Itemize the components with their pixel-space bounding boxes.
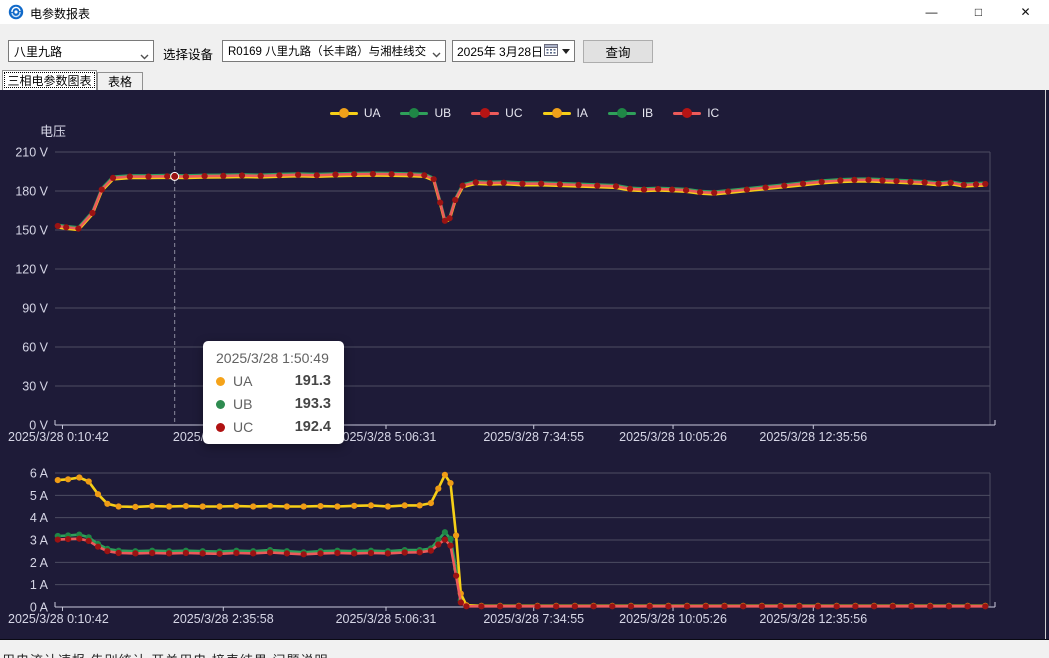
svg-text:2025/3/28 12:35:56: 2025/3/28 12:35:56 (759, 430, 867, 444)
series-dot-icon (216, 376, 225, 386)
svg-text:120 V: 120 V (15, 263, 48, 277)
svg-text:2025/3/28 2:35:58: 2025/3/28 2:35:58 (173, 612, 274, 626)
legend-item-ua[interactable]: UA (329, 106, 381, 120)
legend-marker-icon (607, 106, 636, 120)
legend-marker-icon (471, 106, 500, 120)
svg-text:180 V: 180 V (15, 185, 48, 199)
tooltip-row-uc: UC 192.4 (216, 419, 331, 435)
legend-label: IC (707, 106, 720, 120)
background-window-strip: 用电流计速报 告别统计 开关用电 接表结果 问题说明 (0, 639, 1049, 658)
svg-text:2 A: 2 A (30, 556, 49, 570)
svg-text:3 A: 3 A (30, 534, 49, 548)
titlebar: 电参数报表 — □ ✕ (0, 0, 1049, 24)
legend-label: IB (641, 106, 654, 120)
area-select[interactable]: 八里九路 (8, 40, 154, 62)
svg-text:30 V: 30 V (22, 380, 48, 394)
svg-text:2025/3/28 5:06:31: 2025/3/28 5:06:31 (336, 612, 437, 626)
svg-text:2025/3/28 10:05:26: 2025/3/28 10:05:26 (619, 612, 727, 626)
legend-marker-icon (400, 106, 429, 120)
svg-text:2025/3/28 0:10:42: 2025/3/28 0:10:42 (8, 612, 109, 626)
tooltip-timestamp: 2025/3/28 1:50:49 (216, 350, 329, 366)
svg-text:2025/3/28 10:05:26: 2025/3/28 10:05:26 (619, 430, 727, 444)
svg-text:2025/3/28 5:06:31: 2025/3/28 5:06:31 (336, 430, 437, 444)
tooltip-rows: UA 191.3 UB 193.3 UC 192.4 (216, 373, 331, 435)
svg-text:60 V: 60 V (22, 341, 48, 355)
svg-text:6 A: 6 A (30, 467, 49, 481)
legend-item-ib[interactable]: IB (607, 106, 654, 120)
device-select-label: 选择设备 (163, 48, 214, 62)
tab-phase-chart[interactable]: 三相电参数图表 (2, 70, 97, 90)
svg-text:5 A: 5 A (30, 489, 49, 503)
svg-text:0 A: 0 A (30, 601, 49, 615)
tab-strip: 三相电参数图表 表格 (0, 70, 1049, 90)
date-picker[interactable]: 2025年 3月28日 (452, 40, 575, 62)
legend-item-ia[interactable]: IA (542, 106, 588, 120)
series-dot-icon (216, 399, 225, 409)
chevron-down-icon (140, 49, 149, 61)
series-dot-icon (216, 422, 225, 432)
dropdown-arrow-icon (562, 48, 570, 54)
tooltip-row-ub: UB 193.3 (216, 396, 331, 412)
svg-text:90 V: 90 V (22, 302, 48, 316)
window-title: 电参数报表 (30, 7, 91, 21)
app-icon (8, 4, 24, 20)
background-window-text: 用电流计速报 告别统计 开关用电 接表结果 问题说明 (2, 650, 328, 658)
chart-tooltip: 2025/3/28 1:50:49 UA 191.3 UB 193.3 UC 192.4 (203, 341, 344, 444)
svg-text:0 V: 0 V (29, 419, 48, 433)
chart-legend: UA UB UC IA IB IC (0, 106, 1049, 120)
legend-item-ic[interactable]: IC (673, 106, 719, 120)
voltage-chart-title: 电压 (40, 124, 67, 139)
svg-text:2025/3/28 7:34:55: 2025/3/28 7:34:55 (483, 430, 584, 444)
window-controls: — □ ✕ (908, 0, 1049, 24)
svg-text:2025/3/28 12:35:56: 2025/3/28 12:35:56 (759, 612, 867, 626)
legend-marker-icon (542, 106, 571, 120)
query-button[interactable]: 查询 (583, 40, 653, 63)
svg-text:210 V: 210 V (15, 146, 48, 160)
panel-right-border (1045, 90, 1046, 639)
svg-text:150 V: 150 V (15, 224, 48, 238)
legend-marker-icon (673, 106, 702, 120)
close-button[interactable]: ✕ (1002, 0, 1049, 24)
legend-label: IA (576, 106, 588, 120)
maximize-button[interactable]: □ (955, 0, 1002, 24)
calendar-icon (544, 43, 558, 59)
legend-item-ub[interactable]: UB (400, 106, 451, 120)
chevron-down-icon (432, 49, 441, 61)
legend-label: UC (505, 106, 523, 120)
legend-label: UA (363, 106, 381, 120)
toolbar: 八里九路 选择设备 R0169 八里九路（长丰路）与湘桂线交 2025年 3月2… (0, 24, 1049, 70)
minimize-button[interactable]: — (908, 0, 955, 24)
legend-item-uc[interactable]: UC (471, 106, 523, 120)
tab-table[interactable]: 表格 (97, 72, 143, 90)
svg-text:2025/3/28 0:10:42: 2025/3/28 0:10:42 (8, 430, 109, 444)
svg-text:4 A: 4 A (30, 511, 49, 525)
legend-marker-icon (329, 106, 358, 120)
area-select-value: 八里九路 (14, 44, 63, 59)
tooltip-row-ua: UA 191.3 (216, 373, 331, 389)
legend-label: UB (434, 106, 452, 120)
svg-text:1 A: 1 A (30, 578, 49, 592)
device-select[interactable]: R0169 八里九路（长丰路）与湘桂线交 (222, 40, 446, 62)
svg-text:2025/3/28 7:34:55: 2025/3/28 7:34:55 (483, 612, 584, 626)
date-picker-value: 2025年 3月28日 (457, 44, 544, 59)
device-select-value: R0169 八里九路（长丰路）与湘桂线交 (228, 46, 427, 58)
